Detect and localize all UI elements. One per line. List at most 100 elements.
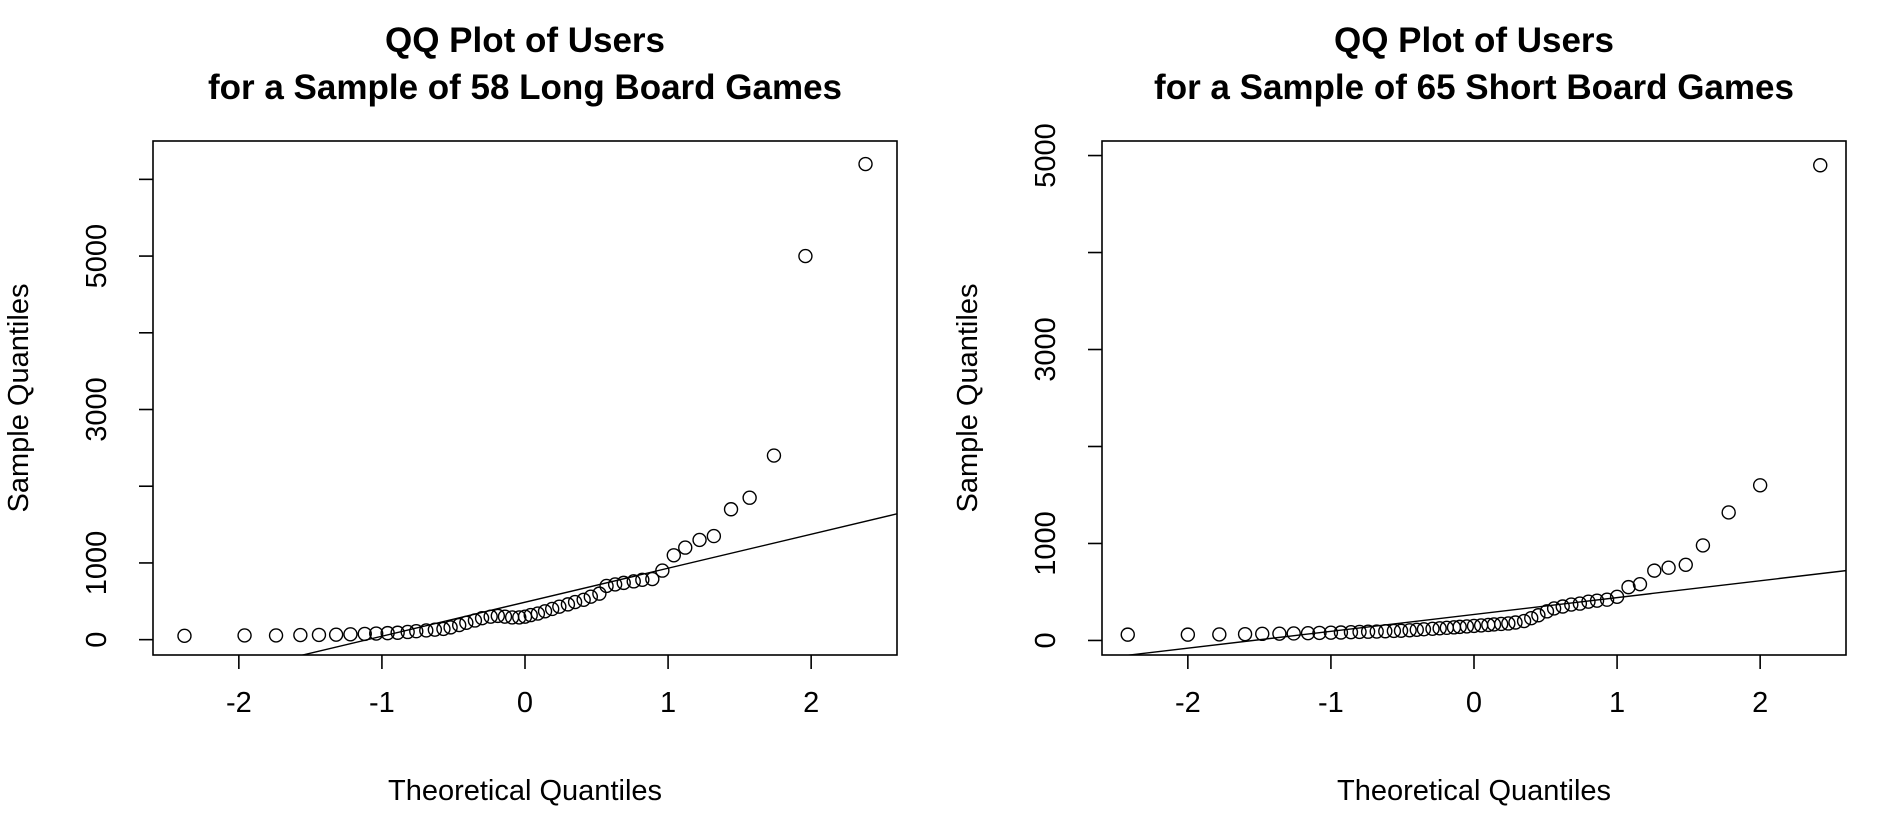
data-point bbox=[1272, 626, 1287, 641]
x-axis-label: Theoretical Quantiles bbox=[388, 775, 662, 807]
data-point bbox=[798, 248, 813, 264]
data-point bbox=[1409, 622, 1424, 637]
y-tick-label: 3000 bbox=[1030, 317, 1062, 382]
data-point bbox=[723, 502, 739, 517]
data-point bbox=[512, 610, 527, 625]
data-point bbox=[1432, 621, 1447, 636]
data-point bbox=[1360, 624, 1376, 639]
data-point bbox=[328, 627, 344, 642]
qq-plot-short-games: QQ Plot of Users for a Sample of 65 Short… bbox=[949, 0, 1898, 834]
data-point bbox=[343, 627, 358, 642]
data-point bbox=[523, 607, 538, 623]
data-point bbox=[678, 540, 693, 555]
x-tick-label: -2 bbox=[226, 687, 252, 719]
data-point bbox=[1459, 619, 1475, 634]
data-point bbox=[1632, 577, 1648, 592]
x-tick-label: 2 bbox=[1752, 687, 1768, 719]
chart-title-line: QQ Plot of Users bbox=[385, 21, 665, 60]
data-point bbox=[692, 532, 707, 548]
data-point bbox=[1531, 608, 1546, 623]
y-axis-label: Sample Quantiles bbox=[3, 284, 35, 513]
data-point bbox=[1333, 625, 1349, 640]
data-point bbox=[1516, 613, 1532, 629]
data-point bbox=[544, 601, 560, 617]
data-point bbox=[607, 577, 623, 592]
chart-title-line: QQ Plot of Users bbox=[1334, 21, 1614, 60]
plot-frame bbox=[152, 140, 898, 656]
data-point bbox=[1393, 623, 1409, 638]
data-point bbox=[1555, 599, 1570, 614]
data-point bbox=[1493, 616, 1509, 632]
data-point bbox=[419, 623, 434, 638]
chart-title-line: for a Sample of 58 Long Board Games bbox=[208, 68, 842, 107]
qq-plot-short-games-svg: QQ Plot of Users for a Sample of 65 Short… bbox=[952, 21, 1847, 807]
data-point bbox=[706, 528, 722, 544]
x-tick-label: 0 bbox=[517, 687, 533, 719]
data-point bbox=[427, 622, 443, 637]
data-point bbox=[1572, 596, 1588, 611]
data-point bbox=[592, 586, 607, 601]
x-tick-label: -1 bbox=[369, 687, 395, 719]
data-point bbox=[1647, 563, 1662, 578]
data-point bbox=[1501, 616, 1516, 631]
data-point bbox=[1695, 538, 1711, 553]
data-point bbox=[1752, 478, 1768, 493]
x-tick-label: 2 bbox=[803, 687, 819, 719]
data-point bbox=[666, 548, 681, 563]
data-point bbox=[474, 610, 490, 626]
data-point bbox=[177, 628, 192, 644]
x-tick-label: 0 bbox=[1466, 687, 1482, 719]
data-point bbox=[409, 624, 424, 639]
data-point bbox=[626, 574, 641, 589]
data-point bbox=[1323, 625, 1339, 640]
data-point bbox=[766, 448, 782, 463]
data-point bbox=[1312, 625, 1327, 641]
data-point bbox=[1621, 579, 1636, 595]
x-axis-label: Theoretical Quantiles bbox=[1337, 775, 1611, 807]
qq-reference-line bbox=[1124, 569, 1846, 655]
data-point bbox=[1564, 597, 1579, 612]
data-point bbox=[369, 626, 384, 641]
data-point bbox=[1466, 618, 1482, 634]
data-point bbox=[858, 156, 873, 172]
data-point bbox=[311, 627, 327, 643]
data-point bbox=[1425, 621, 1440, 637]
data-point bbox=[1486, 617, 1502, 632]
data-point bbox=[1386, 623, 1402, 639]
data-point bbox=[390, 625, 405, 640]
data-point bbox=[1369, 624, 1384, 639]
data-point bbox=[537, 604, 553, 619]
data-point bbox=[1286, 626, 1301, 641]
data-point bbox=[1609, 589, 1625, 605]
data-point bbox=[451, 617, 467, 633]
data-point bbox=[436, 621, 451, 637]
x-tick-label: 1 bbox=[660, 687, 676, 719]
x-tick-label: -1 bbox=[1318, 687, 1344, 719]
y-tick-label: 5000 bbox=[81, 224, 113, 289]
data-point bbox=[1661, 560, 1676, 575]
data-point bbox=[497, 609, 513, 624]
y-tick-label: 0 bbox=[81, 632, 113, 648]
data-point bbox=[467, 613, 483, 628]
data-point bbox=[599, 578, 614, 594]
y-tick-label: 1000 bbox=[81, 531, 113, 596]
data-point bbox=[1402, 623, 1417, 638]
data-point bbox=[1120, 627, 1135, 642]
data-point bbox=[237, 628, 252, 643]
data-point bbox=[490, 608, 506, 624]
data-points bbox=[1120, 158, 1828, 642]
data-point bbox=[1352, 624, 1367, 640]
data-point bbox=[1599, 592, 1615, 607]
data-point bbox=[1416, 622, 1432, 637]
data-point bbox=[1524, 610, 1539, 626]
data-point bbox=[552, 599, 567, 614]
data-point bbox=[443, 620, 458, 635]
y-axis-label: Sample Quantiles bbox=[952, 284, 984, 513]
data-point bbox=[1813, 158, 1828, 173]
data-point bbox=[1237, 626, 1253, 642]
data-point bbox=[400, 624, 415, 640]
data-point bbox=[645, 571, 660, 587]
y-tick-label: 3000 bbox=[81, 377, 113, 442]
data-point bbox=[1212, 627, 1227, 642]
data-point bbox=[576, 592, 591, 607]
